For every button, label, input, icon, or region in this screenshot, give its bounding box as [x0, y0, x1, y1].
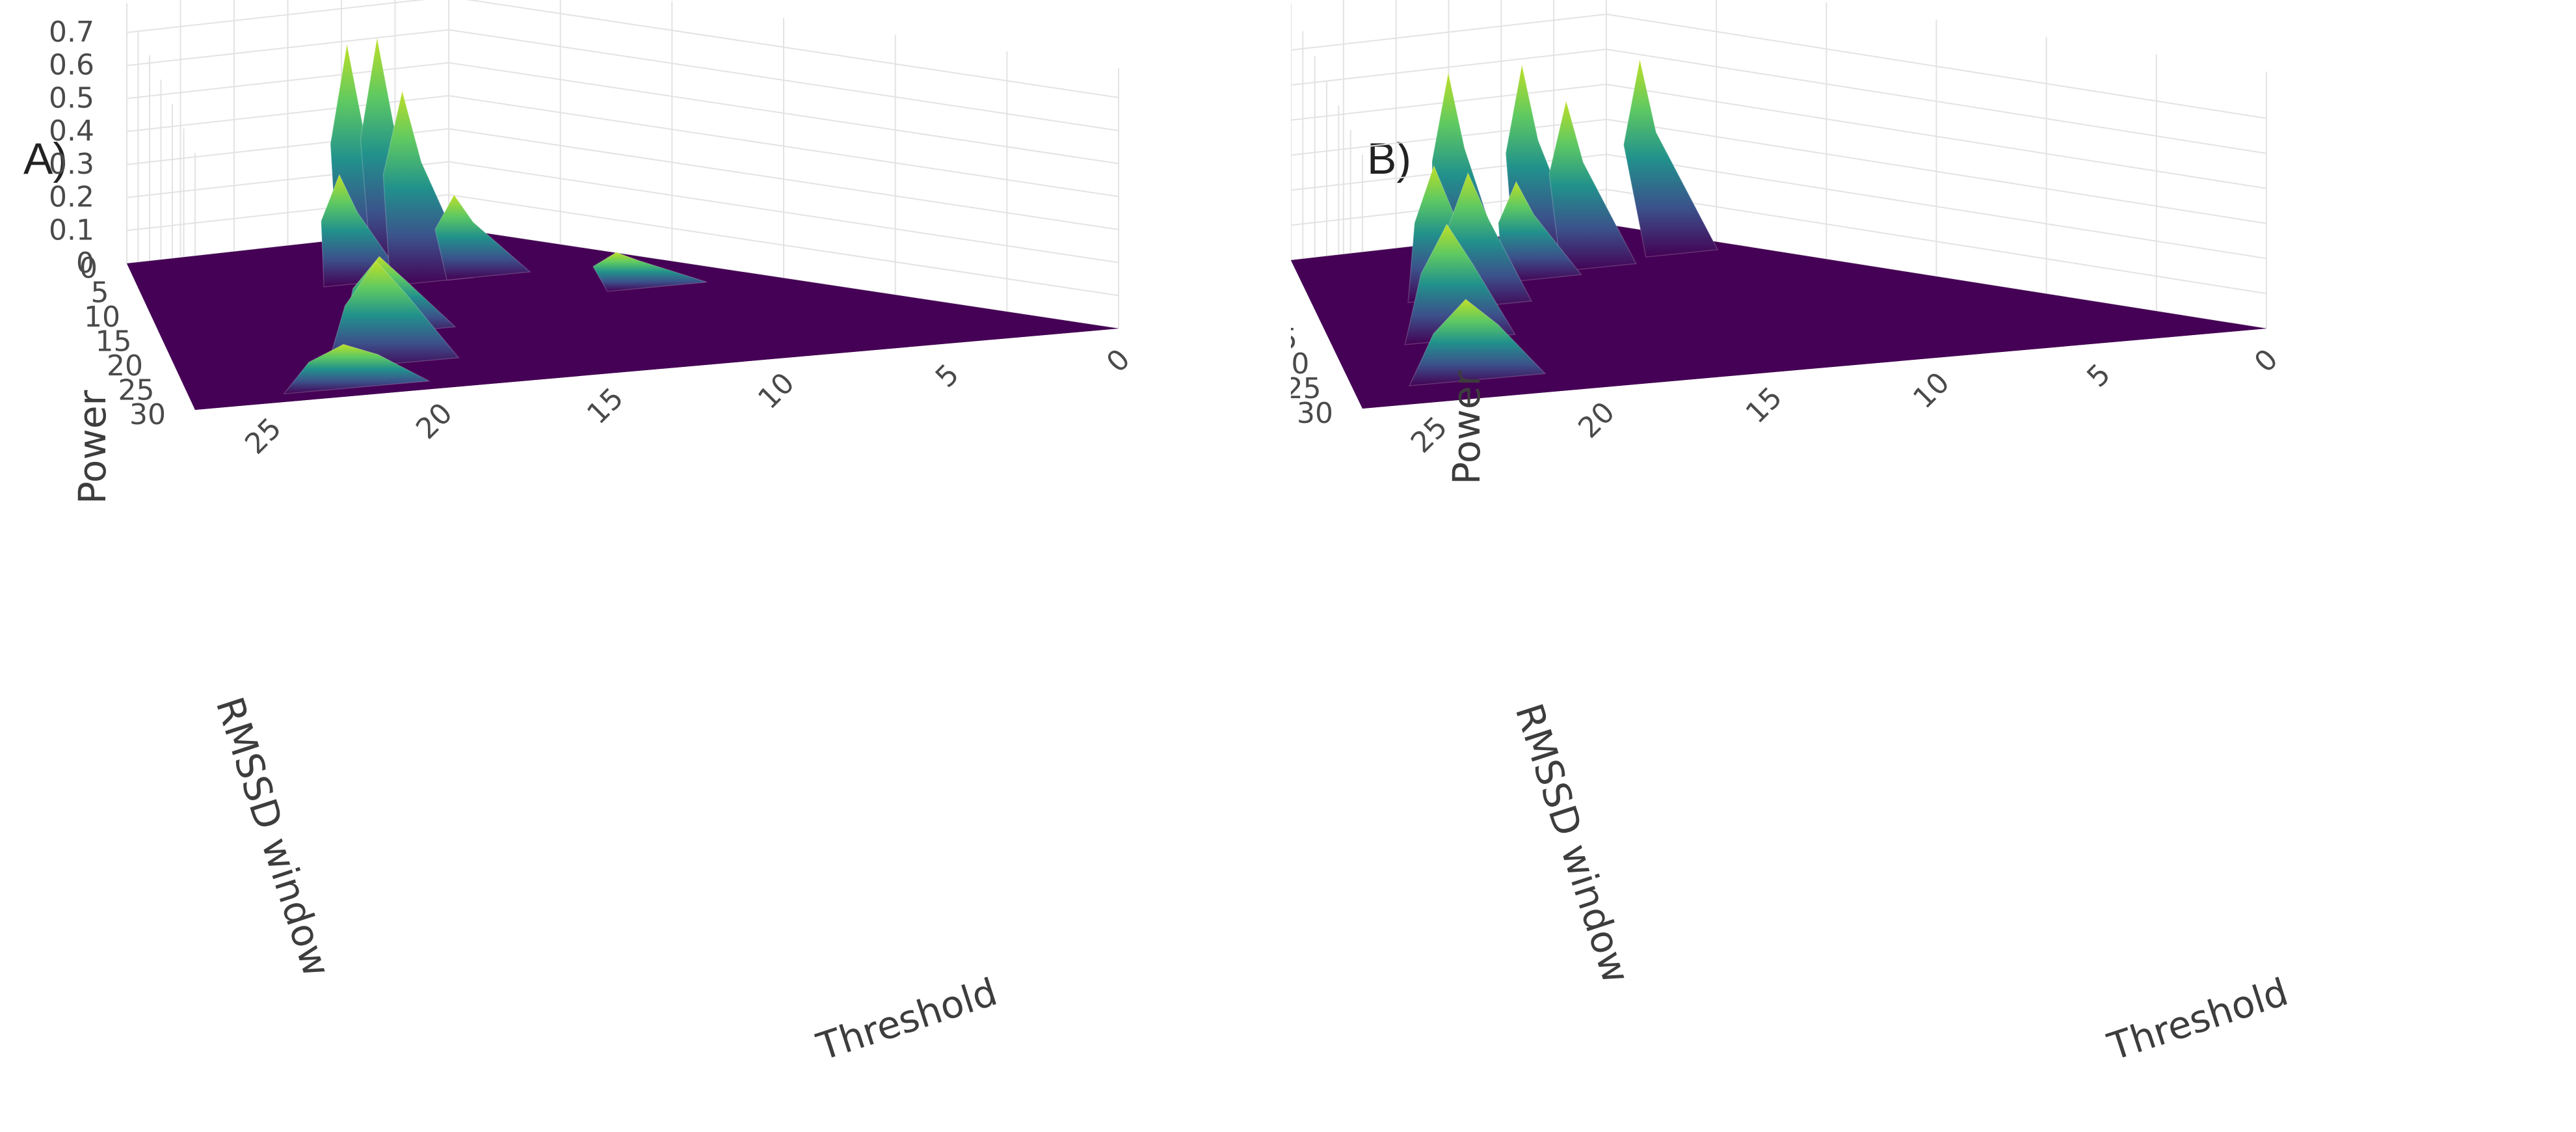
- panel-a-label: A): [23, 134, 68, 183]
- xlabel-a: Threshold: [811, 969, 1002, 1069]
- y-tick-label: 20: [107, 349, 143, 383]
- x-tick-label: 5: [929, 358, 966, 394]
- x-tick-label: 5: [2080, 358, 2117, 394]
- x-tick-label: 20: [410, 397, 459, 446]
- y-tick-label: 20: [1291, 347, 1309, 381]
- surface-peak: [326, 260, 460, 370]
- surface-peak: [1623, 59, 1719, 258]
- ylabel-a: RMSSD window: [207, 692, 339, 982]
- x-tick-label: 20: [1572, 396, 1621, 445]
- x-tick-label: 10: [1907, 366, 1956, 415]
- surface-peak: [1408, 298, 1547, 386]
- y-tick-label: 25: [118, 374, 155, 407]
- zlabel-b: Power: [1444, 370, 1489, 485]
- surface-plot-b: 00.10.20.30.40.50.6051015202530252015105…: [1291, 0, 2293, 1070]
- panel-b: B) 00.10.20.30.40.50.6051015202530252015…: [1291, 0, 2576, 1132]
- y-tick-label: 5: [91, 276, 109, 310]
- zlabel-a: Power: [70, 390, 114, 504]
- surface-peak: [1548, 100, 1637, 272]
- z-tick-label: 0.2: [49, 181, 94, 214]
- z-tick-label: 0.6: [49, 49, 94, 82]
- surface-peak: [1498, 180, 1582, 284]
- panel-a: A) 0 0.1 0.2 0.3 0.4 0.5 0.6 0.7 0 5 10 15 20 25 30 25 2…: [23, 0, 1137, 1070]
- x-tick-label: 25: [239, 412, 288, 461]
- xlabel-b: Threshold: [2102, 969, 2293, 1069]
- y-tick-label: 15: [1291, 323, 1297, 356]
- surface-peak: [434, 194, 531, 281]
- surface-peak: [282, 344, 431, 395]
- x-tick-label: 0: [1100, 343, 1137, 379]
- y-tick-label: 10: [84, 301, 120, 334]
- y-tick-label: 30: [129, 398, 166, 431]
- z-tick-label: 0.1: [49, 213, 94, 247]
- x-tick-label: 15: [581, 381, 630, 431]
- surface-peak: [592, 252, 708, 292]
- x-tick-label: 10: [752, 366, 801, 416]
- surface-b: [1291, 59, 2266, 409]
- x-tick-label: 0: [2248, 343, 2285, 379]
- z-tick-label: 0.7: [49, 16, 94, 49]
- z-tick-label: 0.4: [49, 115, 94, 148]
- y-tick-label: 15: [96, 325, 132, 358]
- z-tick-label: 0.3: [49, 148, 94, 181]
- y-tick-label: 0: [79, 252, 98, 285]
- surface-a: [127, 38, 1119, 410]
- x-tick-label: 15: [1740, 381, 1789, 430]
- z-tick-label: 0: [76, 247, 94, 280]
- y-tick-label: 30: [1297, 397, 1333, 430]
- z-tick-label: 0.5: [49, 81, 94, 115]
- ylabel-b: RMSSD window: [1507, 698, 1639, 988]
- y-tick-label: 25: [1291, 372, 1321, 405]
